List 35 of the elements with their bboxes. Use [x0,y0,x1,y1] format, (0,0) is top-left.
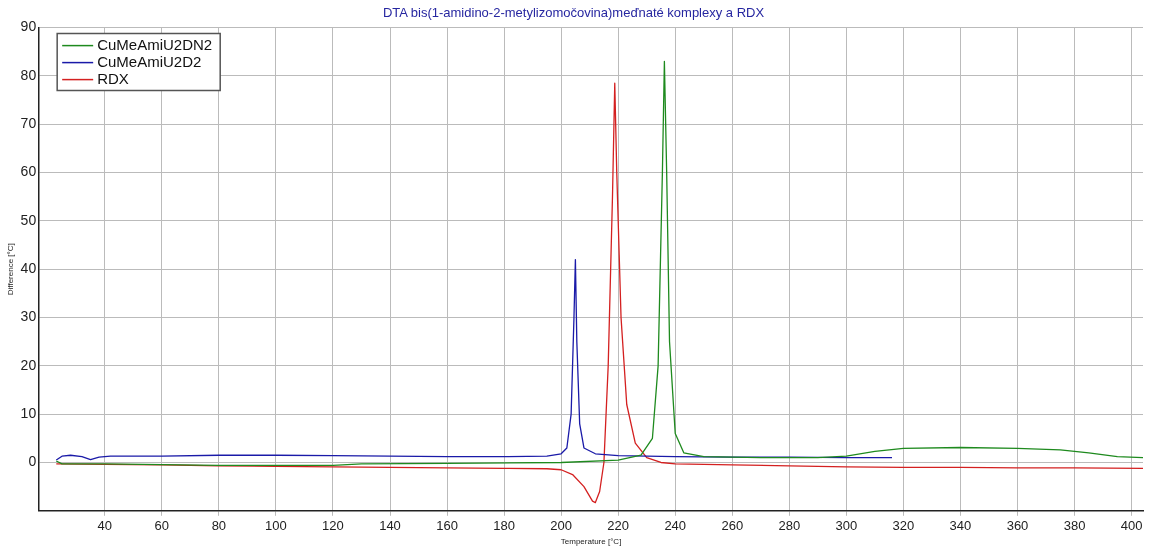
y-tick-label: 70 [20,115,37,132]
x-tick-label: 260 [721,518,744,534]
x-tick-label: 40 [97,518,113,534]
x-tick-label: 140 [379,518,401,534]
x-tick-label: 380 [1063,518,1086,534]
y-tick-label: 80 [20,66,37,83]
x-tick-label: 200 [550,518,572,534]
chart-title: DTA bis(1-amidino-2-metylizomočovina)meďnaté komplexy a RDX [382,5,765,21]
y-tick-label: 20 [20,356,37,373]
x-tick-label: 120 [322,518,344,534]
x-tick-label: 280 [778,518,801,534]
x-tick-label: 400 [1120,518,1143,534]
x-tick-label: 320 [892,518,915,534]
y-tick-label: 0 [28,453,37,470]
y-tick-label: 30 [20,308,37,325]
y-tick-label: 10 [20,405,37,422]
x-tick-label: 160 [436,518,458,534]
x-tick-label: 340 [949,518,972,534]
x-tick-label: 360 [1006,518,1029,534]
y-tick-label: 40 [20,260,37,277]
y-tick-label: 50 [20,211,37,228]
x-tick-label: 100 [265,518,287,534]
legend-label: RDX [97,69,129,87]
x-tick-label: 220 [607,518,630,534]
y-tick-label: 60 [20,163,37,180]
legend-label: CuMeAmiU2DN2 [97,35,213,53]
y-axis-title: Difference [°C] [6,243,15,296]
x-axis-title: Temperature [°C] [560,537,622,547]
y-tick-label: 90 [20,18,37,35]
x-tick-label: 240 [664,518,687,534]
x-tick-label: 80 [211,518,227,534]
legend-label: CuMeAmiU2D2 [97,52,202,70]
x-tick-label: 60 [154,518,170,534]
x-tick-label: 180 [493,518,515,534]
x-tick-label: 300 [835,518,858,534]
